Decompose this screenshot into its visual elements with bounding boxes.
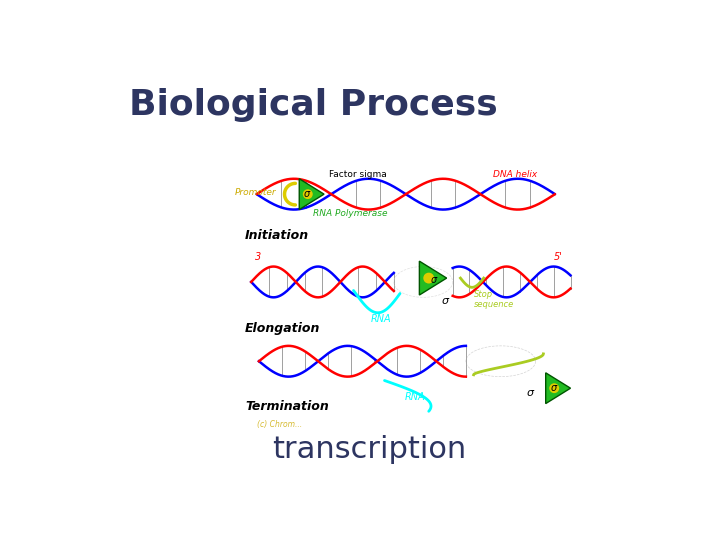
Text: σ: σ [304, 189, 310, 199]
Text: Stop
sequence: Stop sequence [474, 289, 514, 309]
Text: Initiation: Initiation [245, 229, 309, 242]
Text: σ: σ [441, 295, 449, 306]
Text: (c) Chrom...: (c) Chrom... [256, 420, 302, 429]
Text: σ: σ [431, 275, 436, 285]
Text: σ: σ [550, 383, 557, 393]
Circle shape [549, 383, 559, 393]
Text: σ: σ [527, 388, 534, 398]
Text: transcription: transcription [272, 435, 466, 464]
Text: Biological Process: Biological Process [129, 88, 498, 122]
Text: 3: 3 [255, 252, 261, 262]
Text: RNA Polymerase: RNA Polymerase [313, 209, 387, 218]
Text: RNA: RNA [370, 314, 391, 324]
Text: Termination: Termination [245, 400, 329, 413]
Circle shape [423, 273, 434, 284]
Text: RNA: RNA [405, 392, 426, 402]
Text: Elongation: Elongation [245, 322, 320, 335]
Text: 5': 5' [554, 252, 563, 262]
Text: DNA helix: DNA helix [493, 170, 537, 179]
Polygon shape [546, 373, 570, 403]
Polygon shape [419, 261, 446, 295]
Polygon shape [300, 179, 324, 210]
Circle shape [303, 189, 312, 199]
Text: Factor sigma: Factor sigma [329, 170, 387, 179]
Text: Promoter: Promoter [235, 188, 276, 197]
